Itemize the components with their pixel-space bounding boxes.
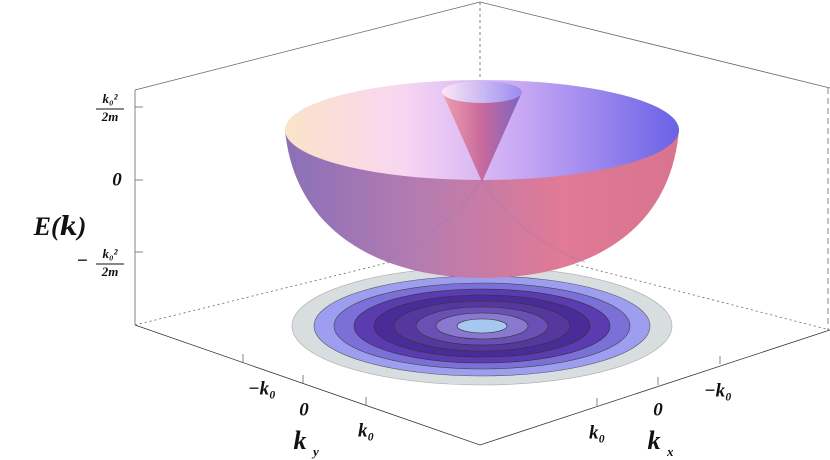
x-label: k — [648, 426, 661, 455]
x-label-sub: x — [666, 444, 674, 459]
x-tick: 0 — [653, 399, 663, 420]
cone-top — [442, 81, 522, 103]
z-tick: 0 — [112, 169, 122, 190]
z-tick-sign: − — [76, 250, 88, 271]
y-tick: 0 — [299, 399, 309, 420]
box-edge — [134, 324, 830, 446]
y-label: k — [294, 426, 307, 455]
cone — [442, 92, 522, 182]
y-tick: −k₀ — [248, 378, 276, 399]
z-tick-num: k₀² — [103, 246, 119, 261]
labels: k₀² 2m 0 − k₀² 2m E(𝒌) −k₀ 0 k₀ k y k₀ 0… — [33, 91, 732, 459]
box-edge — [134, 1, 830, 91]
contour — [456, 318, 508, 334]
surface — [285, 80, 679, 278]
y-label-sub: y — [311, 444, 319, 459]
z-label: E(𝒌) — [33, 212, 87, 241]
x-tick: −k₀ — [704, 380, 732, 401]
z-tick-den: 2m — [101, 109, 119, 124]
x-tick: k₀ — [589, 422, 605, 443]
contours — [291, 266, 673, 386]
z-tick-den: 2m — [101, 264, 119, 279]
y-tick: k₀ — [358, 420, 374, 441]
z-tick-num: k₀² — [103, 91, 119, 106]
